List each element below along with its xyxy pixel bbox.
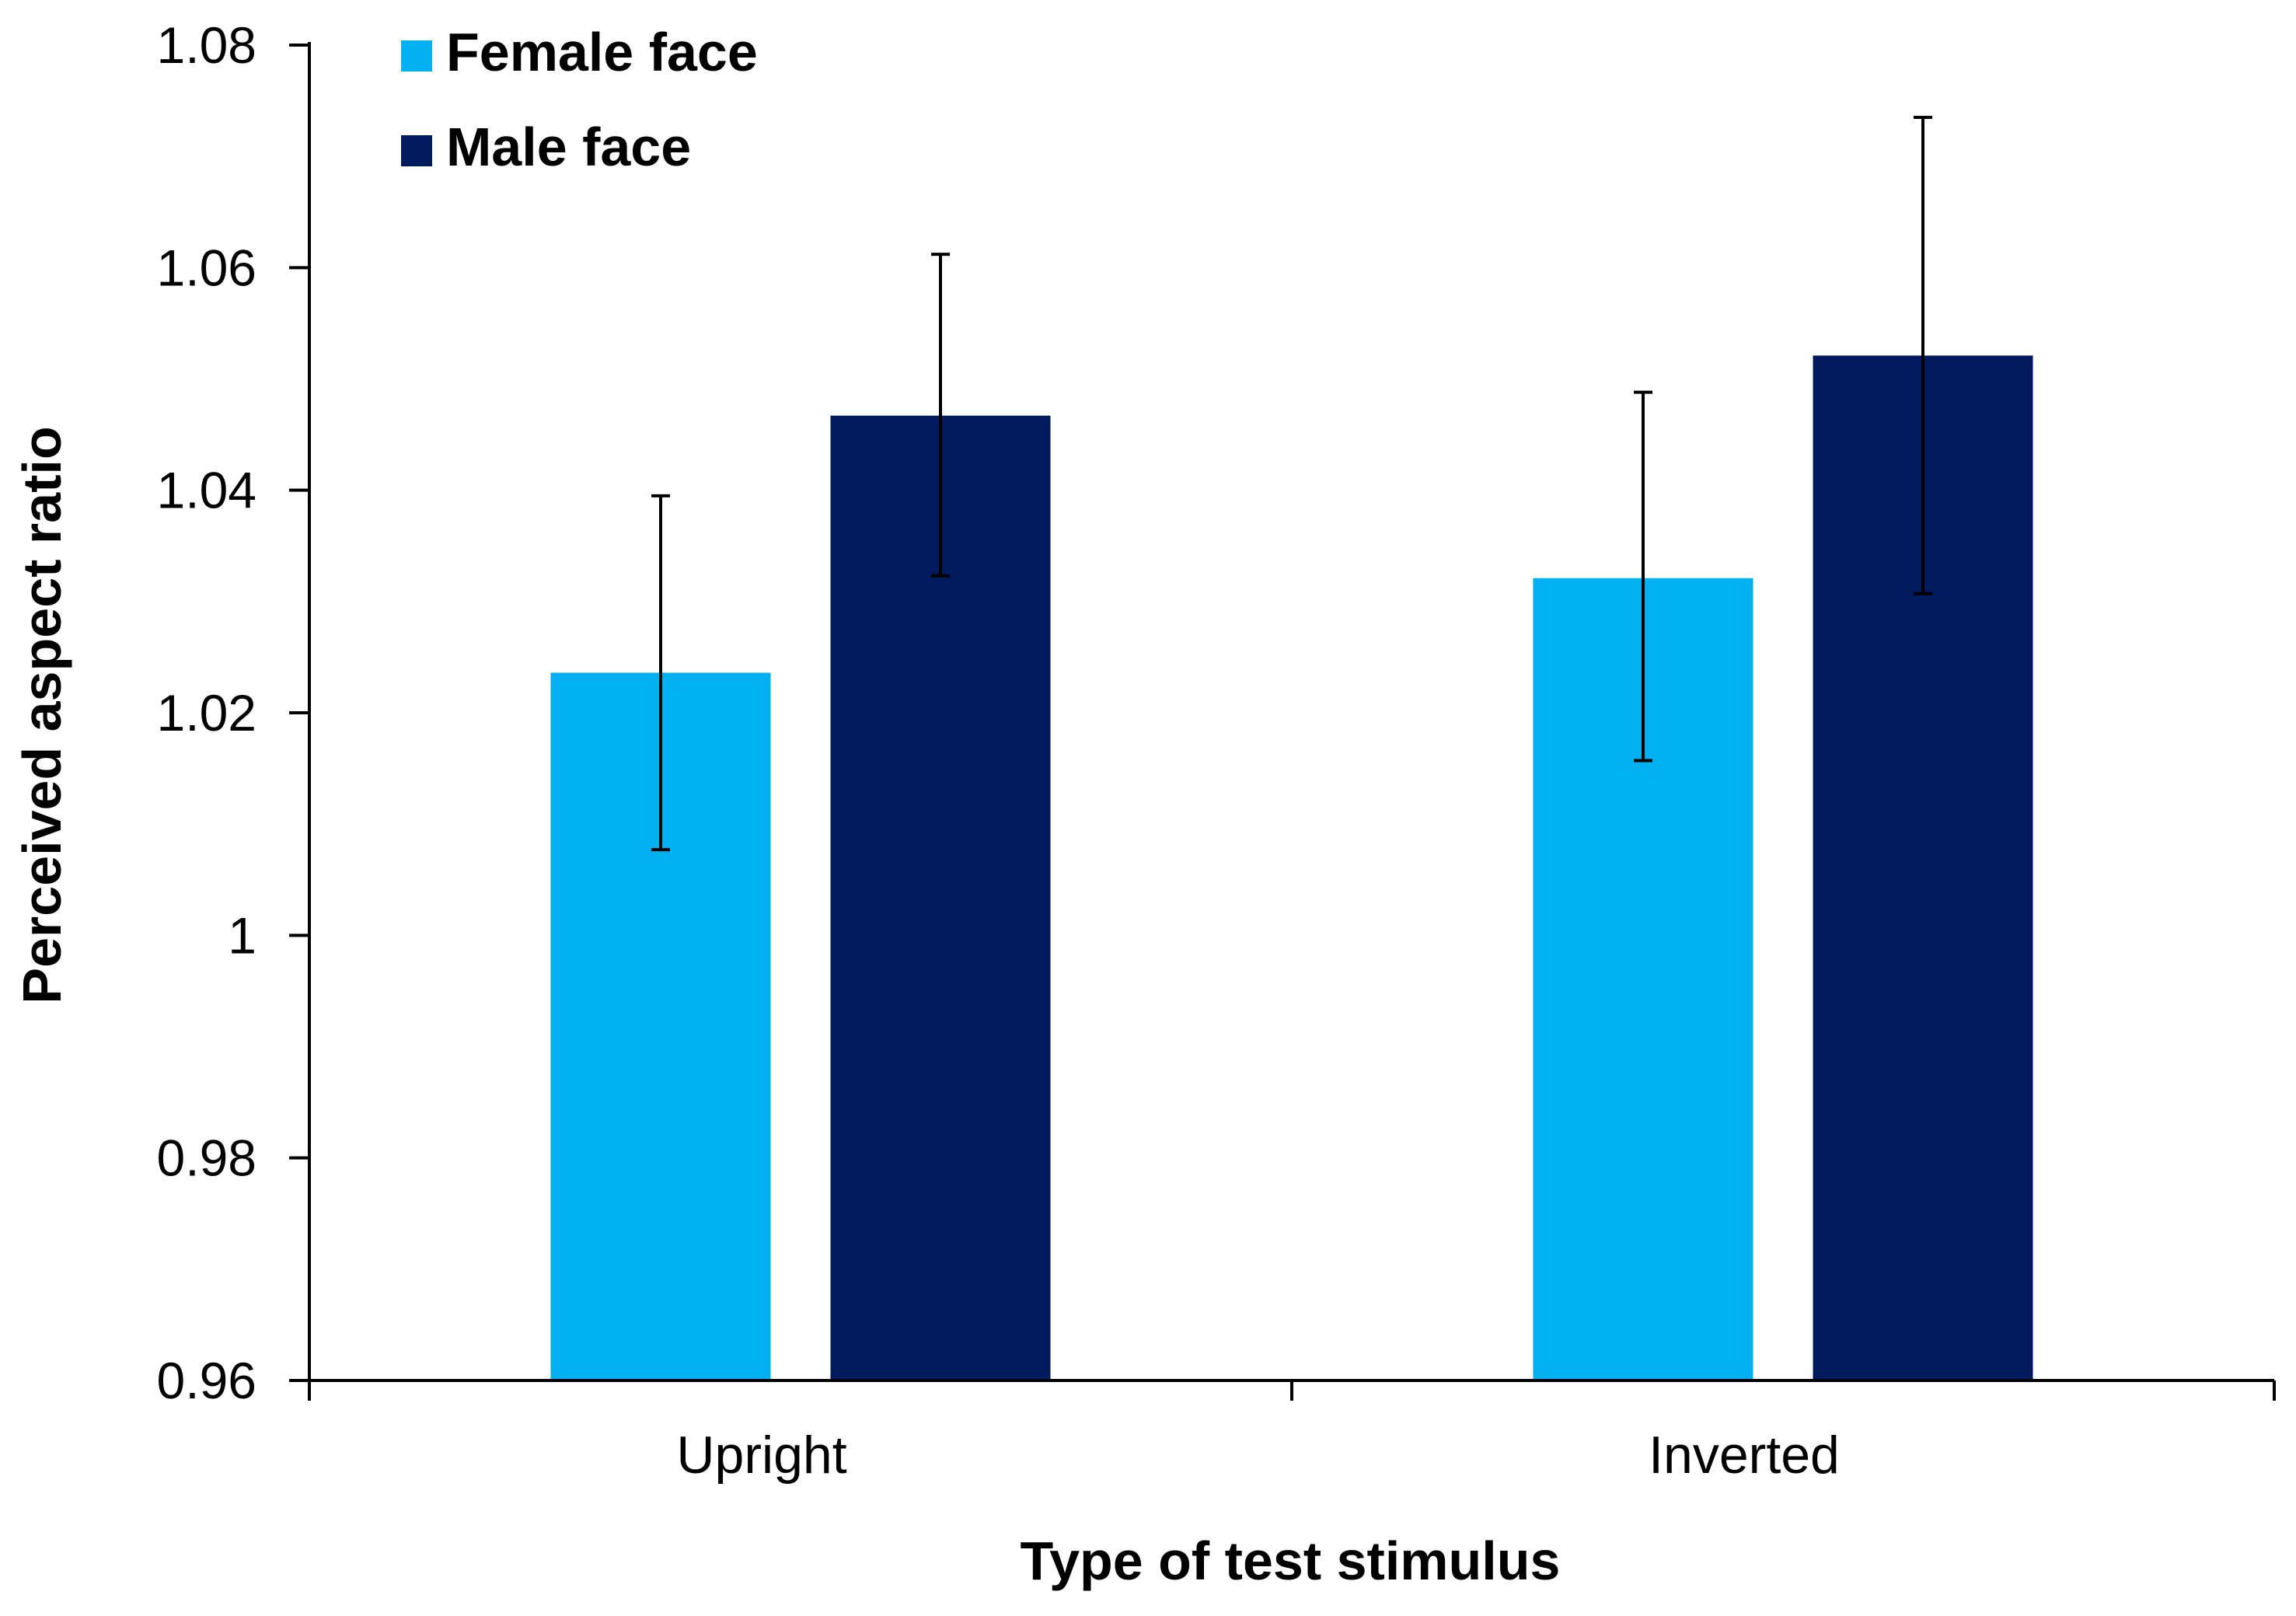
y-tick-label: 0.96 [157,1352,256,1409]
x-tick-label-inverted: Inverted [1649,1426,1840,1485]
y-axis-title: Perceived aspect ratio [12,426,72,1003]
y-tick-label: 1.08 [157,16,256,74]
x-tick-label-upright: Upright [676,1426,846,1485]
legend-label: Male face [446,117,691,177]
legend-label: Female face [446,22,758,82]
legend-item-male-face: Male face [401,117,691,177]
error-bar-female-face-inverted [1634,390,1652,763]
y-tick-label: 0.98 [157,1129,256,1187]
y-ticks-layer: 0.96 0.98 1 1.02 1.04 1.06 1.08 [157,16,309,1409]
legend-swatch [401,135,432,166]
y-tick-label: 1.02 [157,684,256,742]
error-bar-female-face-upright [651,494,670,852]
legend-item-female-face: Female face [401,22,758,82]
error-bars-layer [651,116,1932,852]
legend-swatch [401,40,432,72]
legend: Female face Male face [401,22,758,177]
bars-layer [550,355,2033,1380]
error-bar-male-face-upright [931,253,950,578]
error-bar-male-face-inverted [1914,116,1932,595]
x-axis-title: Type of test stimulus [1021,1530,1561,1591]
y-tick-label: 1.06 [157,239,256,296]
y-tick-label: 1 [228,906,256,964]
y-tick-label: 1.04 [157,462,256,519]
x-categories-layer: Upright Inverted [676,1426,1839,1485]
